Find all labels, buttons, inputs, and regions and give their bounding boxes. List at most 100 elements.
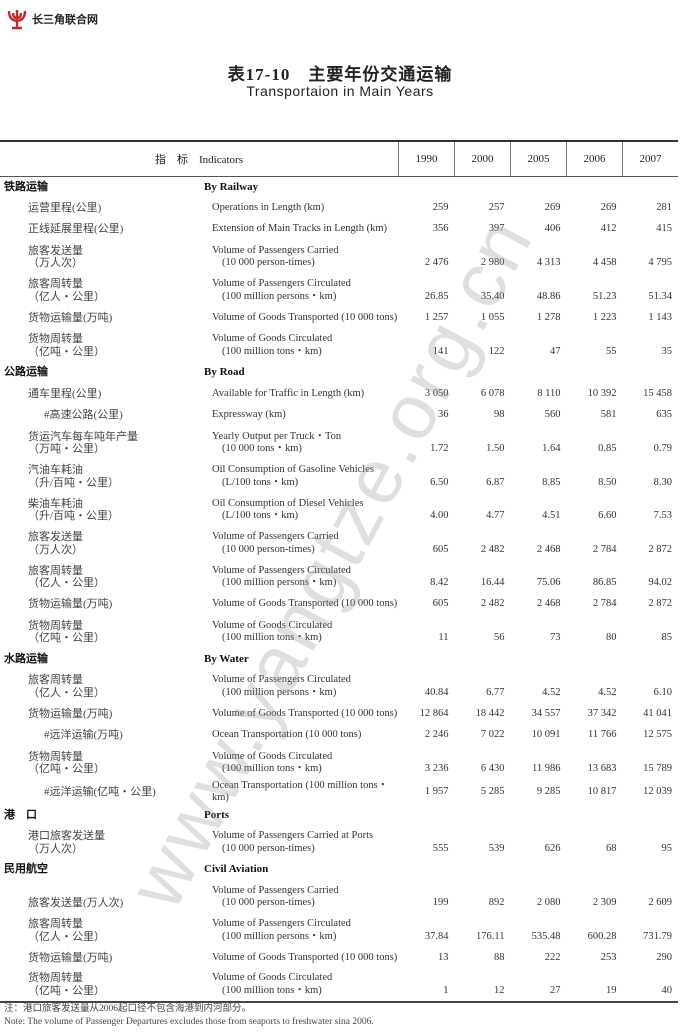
header-year: 1990 [398,140,455,177]
indicator-en: Volume of Goods Circulated (100 million t… [204,746,399,780]
indicator-cn-line: （万人次） [28,543,83,556]
value-cell: 635 [656,409,672,420]
indicator-en-line: Volume of Passengers Carried [212,884,339,896]
indicator-en: Volume of Goods Transported (10 000 tons… [204,307,399,329]
value-cell: 13 [438,951,449,963]
indicator-en: Extension of Main Tracks in Length (km) [204,219,399,241]
value-cell: 4.51 [542,510,561,521]
value-cell: 9 285 [536,785,561,797]
indicator-en-line: Volume of Goods Circulated [212,972,333,983]
indicator-en: Volume of Goods Circulated (100 million t… [204,968,399,1003]
table-row: 货物运输量(万吨) Volume of Goods Transported (10… [0,703,678,725]
indicator-en-line: Volume of Goods Transported (10 000 tons… [212,598,398,609]
value-cell: 412 [600,223,617,234]
value-cell: 1 223 [592,311,617,323]
value-cell: 555 [432,842,449,854]
section-title-en: By Railway [204,180,259,193]
value-cell: 51.23 [592,290,617,302]
indicator-cn-line: 汽油车耗油 [28,464,83,476]
value-cell: 35.40 [480,290,505,302]
value-cell: 8 110 [537,387,561,399]
value-cell: 8.30 [653,476,672,488]
table-row: 汽油车耗油 （升/百吨・公里） Oil Consumption of Gasolin… [0,460,678,494]
indicator-cn-line: 货运汽车每车吨年产量 [28,430,138,443]
indicator-cn-line: #远洋运输(亿吨・公里) [44,785,156,798]
indicator-en: Volume of Passengers Carried (10 000 pers… [204,527,399,561]
table-row: 货物周转量 （亿吨・公里） Volume of Goods Circulated (1… [0,968,678,1003]
indicator-cn: 货物运输量(万吨) [0,307,204,329]
value-cell: 56 [494,632,505,643]
table-row: 旅客周转量 （亿人・公里） Volume of Passengers Circula… [0,670,678,704]
value-cell: 257 [488,201,505,213]
value-cell: 892 [488,897,505,908]
indicator-en-line: Volume of Passengers Circulated [212,674,351,685]
table-row: 货物周转量 （亿吨・公里） Volume of Goods Circulated (1… [0,615,678,649]
indicator-en-line: Oil Consumption of Gasoline Vehicles [212,464,374,475]
value-cell: 6.50 [430,476,449,488]
indicator-cn: 旅客周转量 （亿人・公里） [0,274,204,308]
indicator-en-line: Yearly Output per Truck・Ton [212,430,342,442]
value-cell: 85 [661,632,673,643]
indicator-cn-line: 旅客周转量 [28,278,83,290]
indicator-en: Volume of Passengers Circulated (100 mill… [204,914,399,948]
table-row: 旅客发送量 （万人次） Volume of Passengers Carried (1… [0,527,678,561]
header-indicators: 指 标 Indicators [0,140,399,177]
indicator-cn-line: 旅客周转量 [28,564,83,577]
indicator-cn-line: （亿吨・公里） [28,763,105,775]
value-cell: 94.02 [648,577,672,588]
indicator-cn-line: #高速公路(公里) [44,409,123,421]
indicator-en-line: Extension of Main Tracks in Length (km) [212,223,387,234]
value-cell: 12 039 [643,785,672,797]
section-row: 公路运输 By Road [0,362,678,383]
section-row: 铁路运输 By Railway [0,176,678,197]
indicator-en: Volume of Passengers Carried at Ports (10… [204,826,399,860]
indicator-cn-line: 旅客发送量(万人次) [28,897,124,909]
value-cell: 13 683 [587,763,617,774]
header-year: 2000 [454,140,511,177]
indicator-en-line: (10 000 person-times) [222,543,315,555]
value-cell: 2 872 [648,543,672,555]
indicator-en: Oil Consumption of Diesel Vehicles (L/100… [204,493,399,527]
value-cell: 8.85 [542,476,561,488]
value-cell: 80 [606,632,617,643]
indicator-en-line: (100 million tons・km) [222,984,322,996]
value-cell: 4.00 [430,510,449,521]
value-cell: 27 [510,968,567,1003]
value-cell: 19 [566,968,623,1003]
indicator-cn: 货物周转量 （亿吨・公里） [0,615,204,649]
indicator-en-line: (10 000 person-times) [222,842,315,854]
value-cell: 600.28 [587,930,617,942]
indicator-cn: 旅客周转量 （亿人・公里） [0,560,204,594]
value-cell: 222 [544,951,561,963]
indicator-cn: 港口旅客发送量 （万人次） [0,826,204,860]
value-cell: 176.11 [476,930,505,942]
value-cell: 406 [544,223,561,234]
value-cell: 731.79 [643,930,672,942]
indicator-cn: 旅客周转量 （亿人・公里） [0,670,204,704]
indicator-en: Expressway (km) [204,405,399,427]
value-cell: 199 [432,897,449,908]
indicator-en: Available for Traffic in Length (km) [204,383,399,405]
value-cell: 269 [544,201,561,213]
value-cell: 6.10 [653,686,672,698]
indicator-cn: 货物运输量(万吨) [0,703,204,725]
table-row: 货运汽车每车吨年产量 （万吨・公里） Yearly Output per Truck… [0,426,678,460]
value-cell: 35 [661,345,673,357]
value-cell: 2 784 [592,543,617,555]
value-cell: 2 468 [536,543,561,555]
value-cell: 4 313 [536,257,561,268]
value-cell: 26.85 [424,290,449,302]
table-row: 旅客发送量 （万人次） Volume of Passengers Carried (1… [0,240,678,274]
indicator-en-line: Volume of Passengers Circulated [212,918,351,929]
value-cell: 36 [438,409,449,420]
logo-text: 长三角联合网 [32,13,98,26]
section-row: 港 口 Ports [0,805,678,826]
value-cell: 10 392 [587,387,617,399]
section-title-en: By Road [204,366,245,379]
table-row: 货物运输量(万吨) Volume of Goods Transported (10… [0,307,678,329]
value-cell: 626 [544,842,561,854]
indicator-cn-line: 旅客发送量 [28,244,83,257]
indicator-en-line: Oil Consumption of Diesel Vehicles [212,497,364,509]
indicator-cn-line: 正线延展里程(公里) [28,223,124,235]
indicator-cn: 货物运输量(万吨) [0,594,204,616]
